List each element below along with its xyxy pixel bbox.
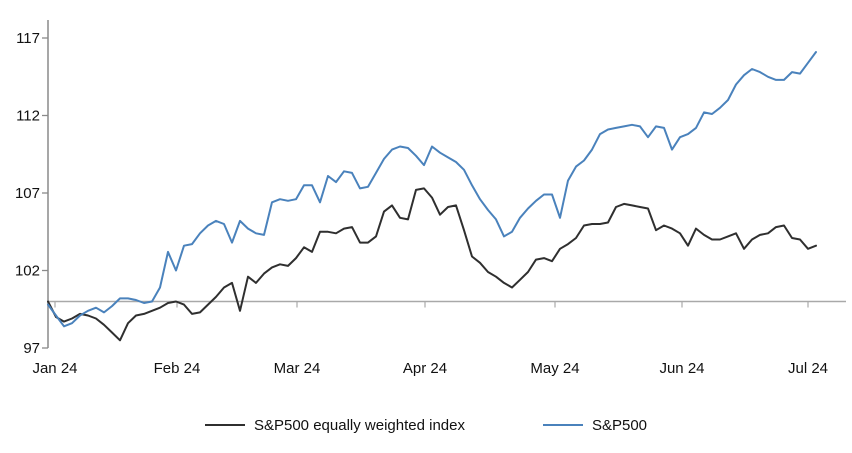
legend-item-sp500-equal-weight: S&P500 equally weighted index xyxy=(204,416,465,434)
sp500-equal-weight-line xyxy=(47,187,817,342)
x-tick-label: Jun 24 xyxy=(659,360,704,377)
legend-label-sp500-equal-weight: S&P500 equally weighted index xyxy=(253,416,465,434)
legend-label-sp500: S&P500 xyxy=(591,416,648,434)
x-tick-label: Feb 24 xyxy=(154,360,201,377)
y-tick-label: 112 xyxy=(16,108,40,125)
x-tick-label: Apr 24 xyxy=(403,360,447,377)
y-tick-label: 102 xyxy=(15,263,40,280)
sp500-line xyxy=(47,51,817,328)
y-tick-label: 97 xyxy=(23,340,40,357)
legend-swatch-sp500-equal-weight xyxy=(204,424,245,426)
x-tick-label: Mar 24 xyxy=(274,360,321,377)
legend-swatch-sp500 xyxy=(542,424,583,426)
chart-canvas: Jan 24 Feb 24 Mar 24 Apr 24 May 24 Jun 24 Jul … xyxy=(15,20,846,377)
legend: S&P500 equally weighted index S&P500 xyxy=(0,410,852,440)
x-tick-label: Jan 24 xyxy=(32,360,77,377)
x-tick-label: Jul 24 xyxy=(788,360,828,377)
y-tick-label: 117 xyxy=(16,30,40,47)
x-tick-label: May 24 xyxy=(530,360,579,377)
y-tick-label: 107 xyxy=(15,185,40,202)
legend-item-sp500: S&P500 xyxy=(542,416,648,434)
